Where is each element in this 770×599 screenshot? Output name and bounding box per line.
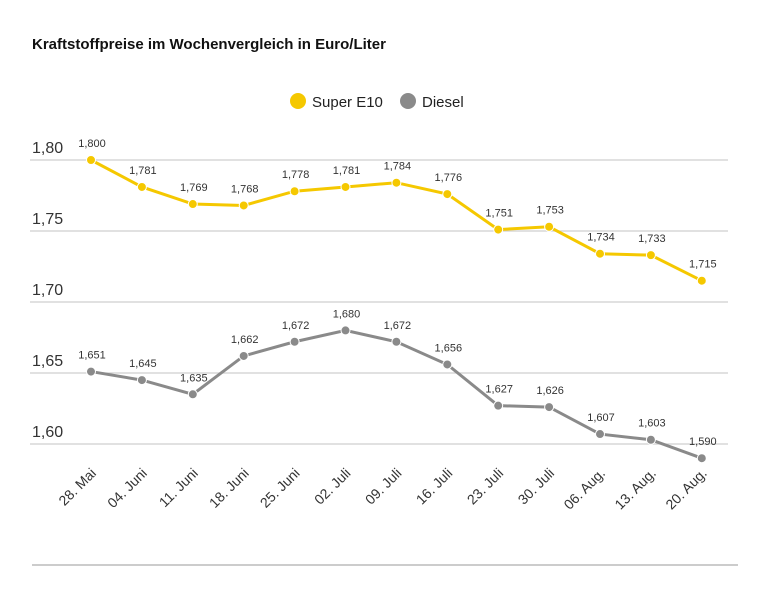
data-point — [391, 177, 402, 188]
data-point — [493, 400, 504, 411]
data-point — [238, 350, 249, 361]
x-tick-label: 04. Juni — [104, 465, 150, 511]
y-tick-label: 1,70 — [32, 282, 63, 299]
data-point — [696, 453, 707, 464]
data-label: 1,751 — [485, 208, 513, 220]
data-label: 1,778 — [282, 169, 310, 181]
data-label: 1,627 — [485, 384, 513, 396]
data-label: 1,776 — [435, 172, 463, 184]
data-point — [544, 402, 555, 413]
data-point — [696, 275, 707, 286]
data-point — [391, 336, 402, 347]
data-point — [289, 336, 300, 347]
legend-label: Diesel — [422, 94, 464, 111]
data-point — [544, 221, 555, 232]
x-tick-label: 02. Juli — [311, 465, 354, 508]
data-label: 1,800 — [78, 138, 106, 150]
x-tick-label: 30. Juli — [515, 465, 558, 508]
data-label: 1,715 — [689, 259, 717, 271]
data-point — [595, 429, 605, 440]
x-tick-label: 28. Mai — [55, 465, 99, 509]
data-label: 1,635 — [180, 372, 208, 384]
data-point — [595, 248, 605, 259]
data-label: 1,651 — [78, 350, 106, 362]
y-tick-label: 1,80 — [32, 140, 63, 157]
data-point — [187, 199, 198, 210]
data-label: 1,590 — [689, 436, 717, 448]
data-point — [493, 224, 504, 235]
data-label: 1,656 — [435, 342, 463, 354]
x-tick-label: 18. Juni — [206, 465, 252, 511]
data-label: 1,781 — [129, 165, 157, 177]
data-label: 1,781 — [333, 165, 361, 177]
data-label: 1,733 — [638, 233, 666, 245]
data-point — [86, 366, 96, 377]
data-point — [136, 375, 147, 386]
x-tick-label: 06. Aug. — [560, 465, 608, 513]
data-label: 1,603 — [638, 418, 666, 430]
data-label: 1,680 — [333, 308, 361, 320]
data-point — [645, 434, 656, 445]
x-tick-label: 23. Juli — [464, 465, 507, 508]
data-point — [86, 155, 96, 165]
x-tick-label: 20. Aug. — [662, 465, 710, 513]
data-label: 1,753 — [536, 205, 564, 217]
data-point — [442, 189, 453, 200]
legend-label: Super E10 — [312, 94, 383, 111]
legend-marker-super-e10 — [290, 93, 306, 109]
data-point — [187, 389, 198, 400]
data-label: 1,645 — [129, 358, 157, 370]
x-tick-label: 13. Aug. — [611, 465, 659, 513]
data-point — [289, 186, 300, 197]
x-tick-label: 09. Juli — [362, 465, 405, 508]
data-label: 1,784 — [384, 161, 412, 173]
data-label: 1,672 — [282, 320, 310, 332]
data-point — [340, 325, 351, 336]
data-point — [136, 181, 147, 192]
data-point — [645, 250, 656, 261]
data-label: 1,672 — [384, 320, 412, 332]
data-label: 1,734 — [587, 232, 615, 244]
data-point — [238, 200, 249, 211]
data-label: 1,768 — [231, 183, 259, 195]
legend-marker-diesel — [400, 93, 416, 109]
data-point — [442, 359, 453, 370]
series-line — [90, 328, 703, 460]
data-label: 1,626 — [536, 385, 564, 397]
y-tick-label: 1,65 — [32, 353, 63, 370]
y-tick-label: 1,60 — [32, 424, 63, 441]
data-label: 1,769 — [180, 182, 208, 194]
x-tick-label: 25. Juni — [257, 465, 303, 511]
x-tick-label: 11. Juni — [156, 465, 201, 510]
data-point — [340, 181, 351, 192]
chart-title: Kraftstoffpreise im Wochenvergleich in E… — [32, 36, 386, 53]
data-label: 1,607 — [587, 412, 615, 424]
y-tick-label: 1,75 — [32, 211, 63, 228]
data-label: 1,662 — [231, 334, 259, 346]
x-tick-label: 16. Juli — [413, 465, 456, 508]
